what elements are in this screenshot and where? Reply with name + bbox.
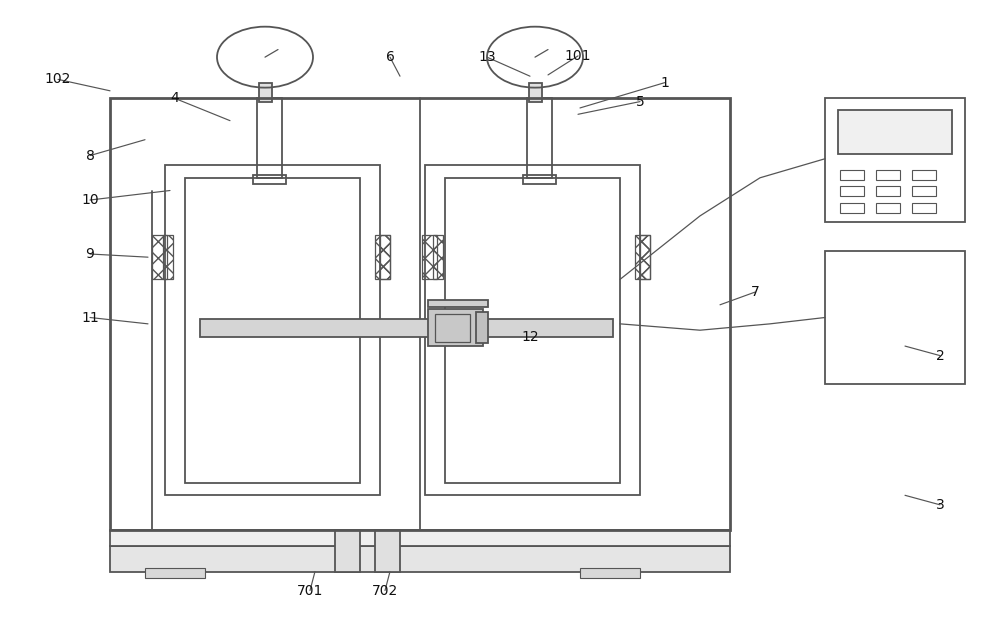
Bar [635, 235, 650, 279]
Text: 9: 9 [86, 247, 94, 261]
Text: 4: 4 [171, 91, 179, 105]
Bar [380, 235, 390, 279]
Text: 7: 7 [751, 285, 759, 299]
Text: 5: 5 [636, 95, 644, 109]
Bar [145, 568, 205, 578]
Bar [253, 175, 286, 184]
Bar [110, 98, 730, 530]
Bar [825, 251, 965, 384]
Bar [527, 98, 552, 178]
Bar [375, 530, 400, 572]
Bar [840, 170, 864, 180]
Bar [476, 312, 488, 343]
Bar [825, 98, 965, 222]
Bar [435, 314, 470, 342]
Bar [428, 309, 483, 346]
Bar [523, 175, 556, 184]
Text: 2: 2 [936, 349, 944, 363]
Bar [840, 186, 864, 196]
Bar [152, 235, 167, 279]
Bar [428, 300, 488, 307]
Bar [375, 235, 390, 279]
Bar [483, 319, 613, 337]
Bar [259, 83, 272, 102]
Bar [200, 319, 430, 337]
Bar [912, 170, 936, 180]
Bar [912, 186, 936, 196]
Bar [445, 178, 620, 483]
Text: 3: 3 [936, 498, 944, 512]
Text: 701: 701 [297, 584, 323, 598]
Text: 12: 12 [521, 330, 539, 344]
Bar [529, 83, 542, 102]
Bar [838, 110, 952, 154]
Bar [425, 165, 640, 495]
Bar [110, 546, 730, 572]
Text: 11: 11 [81, 311, 99, 324]
Bar [912, 203, 936, 213]
Text: 6: 6 [386, 50, 394, 64]
Bar [876, 203, 900, 213]
Bar [185, 178, 360, 483]
Text: 10: 10 [81, 193, 99, 207]
Bar [640, 235, 650, 279]
Text: 702: 702 [372, 584, 398, 598]
Text: 101: 101 [565, 49, 591, 63]
Text: 1: 1 [661, 76, 669, 90]
Bar [165, 165, 380, 495]
Bar [580, 568, 640, 578]
Text: 13: 13 [478, 50, 496, 64]
Bar [422, 235, 437, 279]
Bar [110, 530, 730, 546]
Bar [876, 170, 900, 180]
Text: 8: 8 [86, 149, 94, 163]
Bar [335, 530, 360, 572]
Bar [163, 235, 173, 279]
Text: 102: 102 [45, 72, 71, 86]
Bar [433, 235, 443, 279]
Bar [257, 98, 282, 178]
Bar [876, 186, 900, 196]
Bar [840, 203, 864, 213]
